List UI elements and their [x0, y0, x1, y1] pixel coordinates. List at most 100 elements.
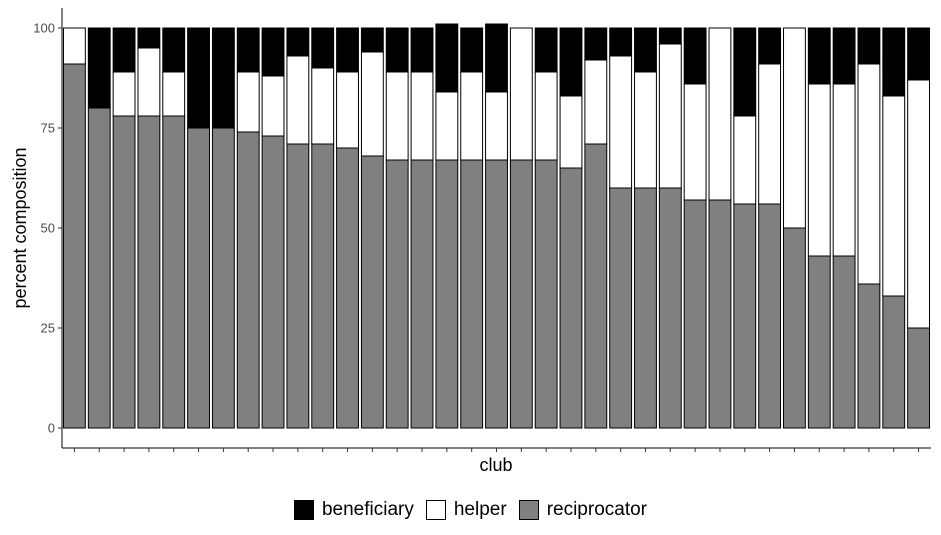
bar-helper-4 — [137, 47, 161, 117]
bar-beneficiary-29 — [758, 27, 782, 65]
stacked-bar-chart: 0 25 50 75 100 percent composition club — [10, 8, 931, 475]
bar-beneficiary-33 — [857, 27, 881, 65]
bar-beneficiary-4 — [137, 27, 161, 49]
legend-item-helper: helper — [425, 499, 507, 521]
bar-helper-14 — [385, 71, 409, 161]
bar-beneficiary-11 — [311, 27, 335, 69]
y-tick-label-25: 25 — [41, 321, 55, 336]
bar-beneficiary-22 — [584, 27, 608, 61]
bar-reciprocator-17 — [460, 159, 484, 429]
bar-beneficiary-16 — [435, 23, 459, 93]
bar-beneficiary-8 — [236, 27, 260, 73]
bar-helper-11 — [311, 67, 335, 145]
bar-reciprocator-13 — [360, 155, 384, 429]
bar-helper-33 — [857, 63, 881, 285]
bar-helper-32 — [832, 83, 856, 257]
bar-beneficiary-25 — [658, 27, 682, 45]
bar-beneficiary-18 — [485, 23, 508, 93]
bar-helper-25 — [658, 43, 682, 189]
bar-helper-29 — [758, 63, 782, 205]
bar-helper-26 — [683, 83, 707, 201]
bar-reciprocator-16 — [435, 159, 459, 429]
legend-key-beneficiary — [293, 500, 314, 520]
bar-reciprocator-21 — [559, 167, 583, 429]
bar-helper-35 — [907, 79, 931, 329]
bar-reciprocator-4 — [137, 115, 161, 429]
bar-beneficiary-23 — [609, 27, 633, 57]
bar-beneficiary-31 — [807, 27, 831, 85]
bar-helper-30 — [783, 27, 806, 229]
bar-beneficiary-9 — [261, 27, 285, 77]
bar-helper-34 — [882, 95, 906, 297]
bar-beneficiary-24 — [634, 27, 657, 73]
bar-beneficiary-17 — [460, 27, 484, 73]
y-tick-label-50: 50 — [41, 221, 55, 236]
bar-reciprocator-32 — [832, 255, 856, 429]
bar-helper-22 — [584, 59, 608, 145]
bar-helper-28 — [733, 115, 757, 205]
bar-beneficiary-2 — [87, 27, 111, 109]
bar-beneficiary-13 — [360, 27, 384, 53]
bar-reciprocator-11 — [311, 143, 335, 429]
legend-item-beneficiary: beneficiary — [293, 499, 414, 521]
legend-label-helper: helper — [453, 499, 507, 520]
legend-key-reciprocator — [518, 500, 539, 520]
legend-key-helper — [425, 500, 446, 520]
bar-helper-24 — [634, 71, 657, 189]
bar-beneficiary-35 — [907, 27, 931, 81]
bar-helper-23 — [609, 55, 633, 189]
bar-reciprocator-7 — [211, 127, 235, 429]
bar-beneficiary-15 — [410, 27, 434, 73]
bar-beneficiary-32 — [832, 27, 856, 85]
bar-beneficiary-34 — [882, 27, 906, 97]
bar-reciprocator-29 — [758, 203, 782, 429]
bar-reciprocator-34 — [882, 295, 906, 429]
bar-beneficiary-5 — [162, 27, 186, 73]
y-tick-label-75: 75 — [41, 121, 55, 136]
bar-helper-21 — [559, 95, 583, 169]
bar-reciprocator-25 — [658, 187, 682, 429]
bar-beneficiary-26 — [683, 27, 707, 85]
bar-reciprocator-10 — [286, 143, 310, 429]
bar-reciprocator-20 — [534, 159, 558, 429]
bar-helper-9 — [261, 75, 285, 137]
bar-helper-27 — [708, 27, 732, 201]
bar-reciprocator-23 — [609, 187, 633, 429]
bar-helper-5 — [162, 71, 186, 117]
bar-helper-12 — [336, 71, 359, 149]
y-tick-label-0: 0 — [48, 421, 55, 436]
x-axis — [62, 447, 931, 452]
bar-reciprocator-24 — [634, 187, 657, 429]
bar-reciprocator-12 — [336, 147, 359, 429]
y-axis-title: percent composition — [10, 147, 30, 308]
bar-helper-15 — [410, 71, 434, 161]
bar-beneficiary-7 — [211, 27, 235, 129]
bar-reciprocator-19 — [509, 159, 533, 429]
bar-reciprocator-22 — [584, 143, 608, 429]
bar-reciprocator-2 — [87, 107, 111, 429]
bar-helper-13 — [360, 51, 384, 157]
y-tick-label-100: 100 — [33, 21, 55, 36]
bar-reciprocator-5 — [162, 115, 186, 429]
bars-group — [62, 23, 931, 429]
bar-beneficiary-20 — [534, 27, 558, 73]
bar-beneficiary-3 — [112, 27, 136, 73]
bar-reciprocator-30 — [783, 227, 806, 429]
bar-helper-1 — [62, 27, 86, 65]
legend: beneficiary helper reciprocator — [0, 490, 941, 530]
bar-reciprocator-27 — [708, 199, 732, 429]
bar-helper-18 — [485, 91, 508, 161]
bar-beneficiary-14 — [385, 27, 409, 73]
bar-reciprocator-28 — [733, 203, 757, 429]
bar-reciprocator-9 — [261, 135, 285, 429]
bar-beneficiary-6 — [187, 27, 210, 129]
bar-reciprocator-35 — [907, 327, 931, 429]
y-axis: 0 25 50 75 100 — [33, 8, 63, 448]
bar-reciprocator-18 — [485, 159, 508, 429]
bar-helper-3 — [112, 71, 136, 117]
bar-reciprocator-3 — [112, 115, 136, 429]
legend-label-reciprocator: reciprocator — [546, 499, 648, 520]
bar-reciprocator-8 — [236, 131, 260, 429]
bar-reciprocator-15 — [410, 159, 434, 429]
legend-item-reciprocator: reciprocator — [518, 499, 648, 521]
